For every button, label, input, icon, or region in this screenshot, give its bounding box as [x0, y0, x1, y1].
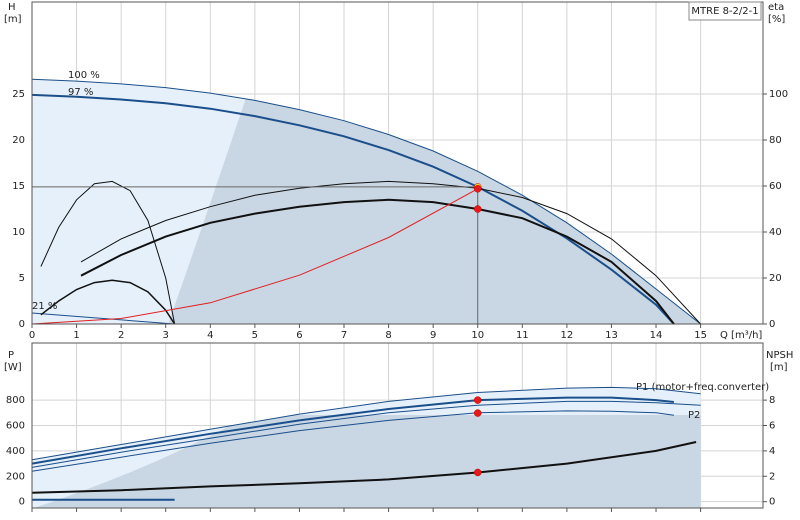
curve: [80, 198, 675, 325]
y2-tick-label: 80: [769, 135, 782, 146]
x-tick-label: 6: [296, 330, 302, 341]
y-tick-label: 10: [12, 227, 25, 238]
shaded-area: [166, 80, 701, 324]
y-unit: [W]: [4, 362, 22, 373]
curve: [31, 188, 478, 325]
annotation: 100 %: [68, 70, 100, 81]
curve: [31, 78, 701, 325]
series-label: P1 (motor+freq.converter): [636, 382, 769, 393]
chart-title: MTRE 8-2/2-1: [691, 6, 758, 17]
duty-point: [473, 396, 482, 404]
curve: [31, 386, 701, 461]
duty-point: [473, 468, 482, 477]
series-label: P2: [688, 410, 700, 421]
duty-point: [473, 205, 482, 213]
y-label: H: [8, 2, 16, 13]
y2-tick-label: 0: [769, 319, 775, 330]
x-tick-label: 11: [516, 330, 529, 341]
y2-tick-label: 8: [769, 395, 775, 406]
curve: [31, 312, 175, 325]
y-tick-label: 400: [6, 446, 25, 457]
duty-point: [473, 409, 482, 417]
title-box: [688, 1, 762, 21]
y2-label: eta: [768, 2, 784, 13]
curve: [31, 441, 697, 494]
y2-tick-label: 0: [769, 497, 775, 508]
y-tick-label: 5: [19, 273, 25, 284]
y2-tick-label: 60: [769, 181, 782, 192]
y2-unit: [m]: [770, 362, 788, 373]
x-tick-label: 3: [163, 330, 169, 341]
y2-tick-label: 4: [769, 446, 775, 457]
curve: [80, 180, 701, 325]
annotation: 21 %: [32, 301, 57, 312]
y-tick-label: 25: [12, 89, 25, 100]
y-tick-label: 200: [6, 471, 25, 482]
x-tick-label: 1: [73, 330, 79, 341]
curve: [31, 410, 674, 472]
x-tick-label: 14: [650, 330, 663, 341]
duty-point: [473, 185, 482, 193]
y-tick-label: 800: [6, 395, 25, 406]
x-tick-label: 13: [605, 330, 618, 341]
curve: [31, 400, 701, 468]
y-label: P: [8, 350, 14, 361]
x-tick-label: 9: [430, 330, 436, 341]
x-tick-label: 2: [118, 330, 124, 341]
y2-tick-label: 40: [769, 227, 782, 238]
y-unit: [m]: [4, 14, 22, 25]
x-tick-label: 4: [207, 330, 213, 341]
y-tick-label: 0: [19, 319, 25, 330]
x-tick-label: 10: [471, 330, 484, 341]
y2-tick-label: 20: [769, 273, 782, 284]
annotation: 97 %: [68, 87, 93, 98]
y2-label: NPSH: [766, 350, 793, 361]
y-tick-label: 0: [19, 497, 25, 508]
y-tick-label: 15: [12, 181, 25, 192]
x-tick-label: 5: [252, 330, 258, 341]
x-tick-label: 0: [29, 330, 35, 341]
y-tick-label: 20: [12, 135, 25, 146]
curve: [40, 180, 176, 325]
x-tick-label: 15: [694, 330, 707, 341]
x-label: Q [m³/h]: [720, 330, 762, 341]
top-frame: [31, 1, 764, 325]
curve: [31, 93, 675, 325]
y2-tick-label: 6: [769, 421, 775, 432]
plots: [31, 2, 763, 508]
y2-tick-label: 2: [769, 471, 775, 482]
y2-unit: [%]: [768, 14, 785, 25]
y2-tick-label: 100: [769, 89, 788, 100]
x-tick-label: 7: [341, 330, 347, 341]
x-tick-label: 8: [385, 330, 391, 341]
curve: [40, 279, 176, 325]
curve: [31, 396, 675, 465]
x-tick-label: 12: [561, 330, 574, 341]
y-tick-label: 600: [6, 421, 25, 432]
